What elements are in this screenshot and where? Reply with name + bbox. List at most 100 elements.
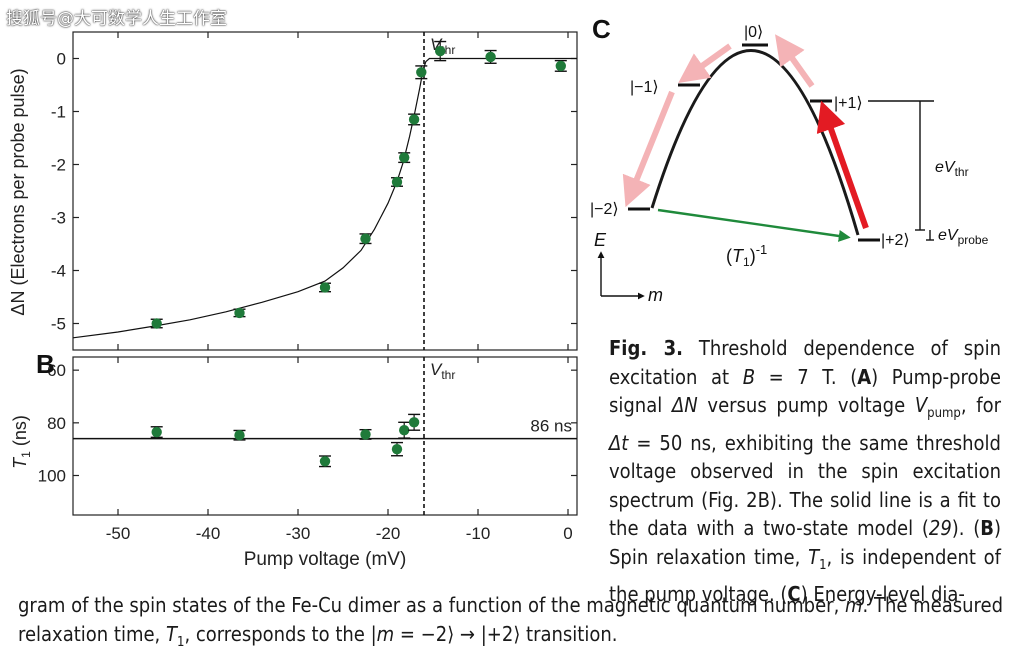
caption-text: ) Pump-probe signal: [609, 364, 1001, 418]
data-point: [399, 425, 410, 436]
data-point: [319, 282, 331, 293]
transition-label-open: (: [726, 246, 732, 266]
caption-symbol: m: [376, 621, 395, 646]
plot-frame: [72, 356, 578, 516]
y-tick-label: -4: [51, 262, 66, 281]
caption-bottom: gram of the spin states of the Fe-Cu dim…: [18, 591, 1003, 657]
data-point: [399, 152, 410, 163]
x-tick-label: -20: [376, 524, 401, 543]
transition-label-close: ): [750, 246, 756, 266]
data-point: [485, 51, 496, 63]
caption-panel-ref: C: [787, 582, 801, 606]
evthr-label-e: eV: [935, 159, 956, 176]
evprobe-label-sub: probe: [958, 233, 989, 247]
cascade-arrow: [678, 43, 732, 83]
threshold-label-v: V: [430, 360, 443, 379]
axis-e-label: E: [594, 230, 607, 250]
threshold-label-sub: thr: [441, 368, 455, 382]
caption-text: , is independent of the pump voltage. (: [609, 544, 1001, 607]
cascade-arrow: [622, 90, 675, 208]
caption-text: = 7 T. (: [755, 364, 858, 389]
caption-text: ). (: [951, 516, 981, 540]
x-tick-label: -40: [196, 524, 221, 543]
data-point: [435, 45, 446, 57]
threshold-label: Vthr: [430, 360, 455, 382]
energy-curve: [650, 49, 860, 236]
data-point: [151, 426, 162, 438]
state-label-0: |0⟩: [744, 24, 763, 41]
transition-label-sup: -1: [756, 242, 768, 257]
evthr-label-sub: thr: [955, 165, 969, 179]
data-point: [360, 233, 371, 244]
caption-symbol: T: [165, 621, 177, 646]
y-tick-label: 60: [47, 361, 66, 380]
data-point: [360, 429, 371, 440]
data-point: [391, 176, 403, 188]
caption-text: versus pump voltage: [697, 393, 915, 417]
data-point: [151, 318, 162, 329]
caption-subscript: pump: [927, 406, 961, 421]
y-tick-label: 80: [47, 414, 66, 433]
axis-m-label: m: [648, 285, 663, 305]
evprobe-label-e: eV: [938, 227, 959, 244]
transition-label-sub: 1: [743, 255, 750, 269]
x-tick-label: -50: [106, 524, 131, 543]
transition-label: (T1)-1: [726, 242, 767, 269]
state-label-plus-1: |+1⟩: [834, 95, 863, 112]
transition-label-T: T: [732, 246, 745, 266]
evprobe-label: eVprobe: [938, 227, 989, 247]
caption-symbol: m: [845, 593, 863, 617]
x-tick-label: -10: [466, 524, 491, 543]
caption-text: ) Spin relaxation time,: [609, 516, 1001, 569]
caption-subscript: 1: [176, 634, 185, 650]
y-tick-label: -2: [51, 156, 66, 175]
y-axis-label: ΔN (Electrons per probe pulse): [8, 68, 28, 315]
caption-symbol: B: [742, 364, 756, 389]
y-axis-label-unit: (ns): [10, 415, 30, 451]
y-tick-label: -5: [51, 315, 66, 334]
relaxation-arrow: [657, 208, 851, 242]
panel-label-b: B: [36, 349, 55, 379]
caption-symbol: V: [914, 393, 928, 417]
state-label-minus-2: |−2⟩: [590, 201, 619, 218]
data-point: [234, 430, 245, 441]
caption-text: = −2⟩ → |+2⟩ transition.: [394, 621, 618, 646]
caption-panel-ref: A: [857, 364, 872, 389]
fit-curve: [72, 57, 577, 339]
data-point: [408, 114, 420, 125]
x-axis-label: Pump voltage (mV): [244, 549, 407, 570]
plot-frame: [72, 31, 578, 351]
data-point: [391, 443, 403, 455]
y-axis-label-main: T: [10, 456, 30, 469]
state-label-minus-1: |−1⟩: [630, 79, 659, 96]
mean-line-label: 86 ns: [530, 417, 572, 436]
caption-text: gram of the spin states of the Fe-Cu dim…: [18, 593, 845, 617]
watermark: 搜狐号@大可数学人生工作室: [6, 9, 227, 29]
caption-fig-label: Fig. 3.: [609, 336, 683, 360]
panel-label-c: C: [592, 14, 611, 44]
state-label-plus-2: |+2⟩: [881, 232, 910, 249]
y-tick-label: 0: [57, 50, 66, 69]
caption-symbol: T: [808, 544, 820, 569]
caption-text: , corresponds to the |: [184, 621, 377, 646]
panel-b: 60 80 100 -50 -40 -30 -20 -10 0 Vthr 86 ns B T1 (ns)…: [10, 349, 578, 570]
data-point: [555, 60, 566, 72]
caption-text: . The measured relaxation time,: [18, 593, 1003, 646]
caption-subscript: 1: [819, 557, 827, 573]
x-tick-label: 0: [563, 524, 572, 543]
data-point: [319, 456, 331, 467]
evthr-label: eVthr: [935, 159, 969, 179]
data-point: [234, 307, 245, 319]
excitation-arrow: [816, 100, 869, 229]
caption-symbol: ΔN: [671, 393, 698, 417]
data-point: [416, 67, 427, 78]
cascade-arrow: [775, 34, 815, 88]
caption-text: = 50 ns, exhibiting the same threshold v…: [609, 430, 1001, 541]
y-tick-label: -3: [51, 209, 66, 228]
threshold-label-sub: thr: [441, 43, 455, 57]
y-axis-label: T1 (ns): [10, 415, 33, 469]
caption-text: ) Energy-level dia-: [800, 582, 965, 606]
